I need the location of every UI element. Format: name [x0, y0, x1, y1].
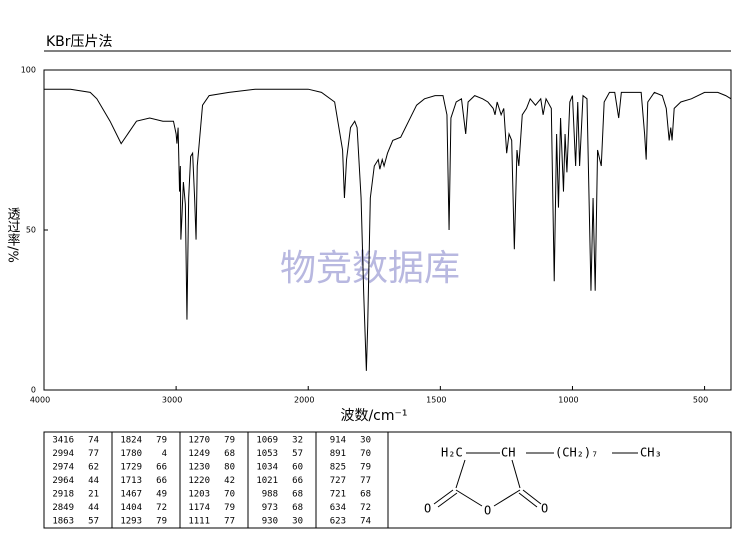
peak-transmittance: 66 — [292, 476, 303, 486]
peak-wavenumber: 1729 — [120, 463, 142, 473]
peak-wavenumber: 973 — [262, 503, 278, 513]
peak-transmittance: 66 — [156, 476, 167, 486]
peak-wavenumber: 914 — [330, 436, 346, 446]
peak-wavenumber: 1203 — [188, 490, 210, 500]
peak-transmittance: 49 — [156, 490, 167, 500]
peak-transmittance: 74 — [360, 517, 371, 527]
structure-group: H₂C — [441, 446, 463, 460]
peak-wavenumber: 2964 — [52, 476, 74, 486]
peak-transmittance: 79 — [156, 436, 167, 446]
peak-wavenumber: 2974 — [52, 463, 74, 473]
peak-wavenumber: 891 — [330, 449, 346, 459]
peak-wavenumber: 1069 — [256, 436, 278, 446]
peak-wavenumber: 1863 — [52, 517, 74, 527]
peak-wavenumber: 2849 — [52, 503, 74, 513]
peak-wavenumber: 1270 — [188, 436, 210, 446]
peak-wavenumber: 623 — [330, 517, 346, 527]
peak-wavenumber: 1713 — [120, 476, 142, 486]
peak-transmittance: 66 — [156, 463, 167, 473]
peak-wavenumber: 1293 — [120, 517, 142, 527]
structure-atom: O — [484, 504, 491, 518]
x-axis-label: 波数/cm⁻¹ — [340, 408, 407, 424]
peak-transmittance: 68 — [224, 449, 235, 459]
structure-group: (CH₂)₇ — [555, 446, 598, 460]
y-tick-label: 100 — [21, 66, 36, 75]
peak-wavenumber: 1174 — [188, 503, 210, 513]
peak-wavenumber: 825 — [330, 463, 346, 473]
x-tick-label: 2000 — [294, 396, 314, 405]
peak-transmittance: 68 — [292, 490, 303, 500]
x-tick-label: 1000 — [558, 396, 578, 405]
peak-transmittance: 70 — [224, 490, 235, 500]
structure-bonds — [433, 452, 638, 508]
peak-transmittance: 42 — [224, 476, 235, 486]
peak-transmittance: 72 — [360, 503, 371, 513]
peak-transmittance: 21 — [88, 490, 99, 500]
peak-wavenumber: 1780 — [120, 449, 142, 459]
peak-wavenumber: 988 — [262, 490, 278, 500]
peak-transmittance: 57 — [292, 449, 303, 459]
peak-transmittance: 44 — [88, 476, 99, 486]
structure-atom: O — [424, 502, 431, 516]
peak-transmittance: 79 — [156, 517, 167, 527]
peak-transmittance: 62 — [88, 463, 99, 473]
peak-wavenumber: 1034 — [256, 463, 278, 473]
peak-wavenumber: 1249 — [188, 449, 210, 459]
peak-wavenumber: 930 — [262, 517, 278, 527]
peak-wavenumber: 1021 — [256, 476, 278, 486]
peak-wavenumber: 1111 — [188, 517, 210, 527]
structure-group: CH — [501, 446, 515, 460]
peak-transmittance: 68 — [360, 490, 371, 500]
peak-transmittance: 77 — [88, 449, 99, 459]
spectrum-line — [44, 88, 732, 371]
chart-title: KBr压片法 — [46, 34, 113, 50]
y-axis-label: 透过率/% — [5, 207, 21, 263]
peak-wavenumber: 1230 — [188, 463, 210, 473]
peak-wavenumber: 1220 — [188, 476, 210, 486]
y-tick-label: 0 — [31, 386, 36, 395]
peak-transmittance: 68 — [292, 503, 303, 513]
peak-transmittance: 57 — [88, 517, 99, 527]
peak-wavenumber: 721 — [330, 490, 346, 500]
peak-transmittance: 80 — [224, 463, 235, 473]
x-tick-label: 500 — [693, 396, 708, 405]
peak-wavenumber: 1824 — [120, 436, 142, 446]
x-tick-label: 1500 — [426, 396, 446, 405]
peak-transmittance: 70 — [360, 449, 371, 459]
peak-wavenumber: 634 — [330, 503, 346, 513]
x-tick-label: 4000 — [30, 396, 50, 405]
peak-transmittance: 44 — [88, 503, 99, 513]
peak-transmittance: 79 — [224, 503, 235, 513]
peak-wavenumber: 727 — [330, 476, 346, 486]
peak-transmittance: 79 — [224, 436, 235, 446]
peak-wavenumber: 1053 — [256, 449, 278, 459]
y-tick-label: 50 — [26, 226, 36, 235]
peak-transmittance: 4 — [162, 449, 167, 459]
structure-atom: O — [541, 502, 548, 516]
peak-transmittance: 30 — [360, 436, 371, 446]
peak-transmittance: 74 — [88, 436, 99, 446]
peak-transmittance: 79 — [360, 463, 371, 473]
peak-wavenumber: 3416 — [52, 436, 74, 446]
peak-transmittance: 77 — [360, 476, 371, 486]
peak-transmittance: 30 — [292, 517, 303, 527]
peak-wavenumber: 1404 — [120, 503, 142, 513]
x-tick-label: 3000 — [162, 396, 182, 405]
plot-frame — [43, 69, 732, 391]
watermark: 物竞数据库 — [280, 248, 460, 289]
structure-group: CH₃ — [640, 446, 662, 460]
peak-transmittance: 60 — [292, 463, 303, 473]
peak-wavenumber: 2994 — [52, 449, 74, 459]
peak-transmittance: 77 — [224, 517, 235, 527]
peak-wavenumber: 2918 — [52, 490, 74, 500]
peak-transmittance: 72 — [156, 503, 167, 513]
peak-wavenumber: 1467 — [120, 490, 142, 500]
peak-transmittance: 32 — [292, 436, 303, 446]
